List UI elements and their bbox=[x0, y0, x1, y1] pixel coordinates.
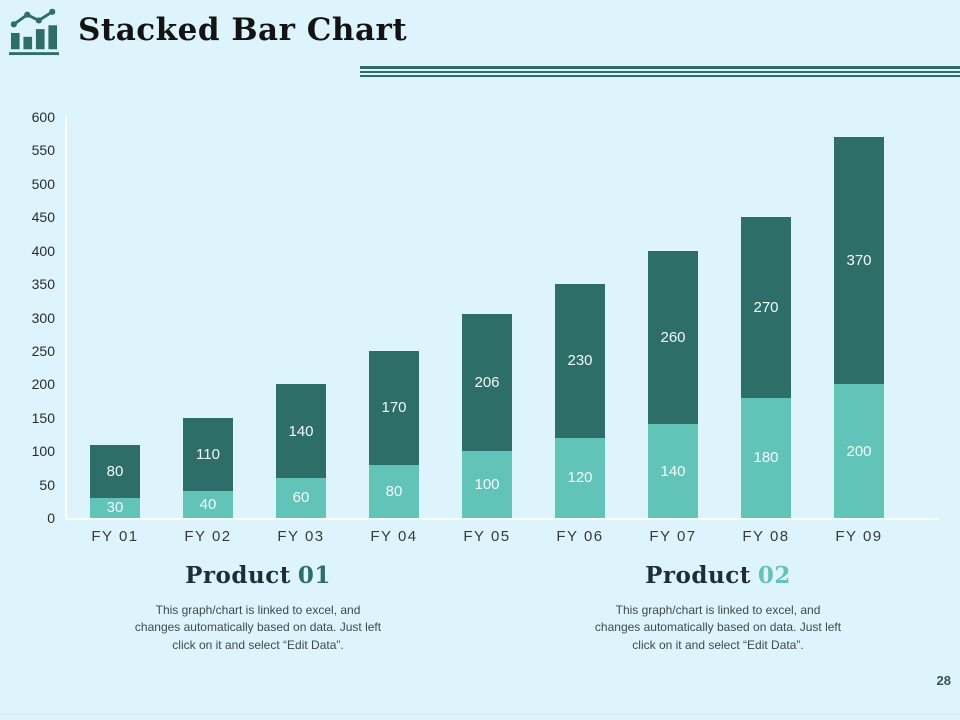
bar-value-label: 140 bbox=[288, 422, 314, 440]
y-axis-tick-label: 450 bbox=[31, 209, 55, 226]
bar-segment-product-01[interactable]: 30 bbox=[90, 497, 140, 518]
bottom-border-line bbox=[0, 713, 960, 715]
y-axis-tick-label: 550 bbox=[31, 142, 55, 159]
bar-value-label: 140 bbox=[660, 462, 686, 480]
product-01-block: Product 01 This graph/chart is linked to … bbox=[93, 562, 423, 654]
bar-segment-product-01[interactable]: 80 bbox=[369, 464, 419, 518]
bar-value-label: 40 bbox=[199, 496, 217, 514]
bar-value-label: 200 bbox=[846, 442, 872, 460]
y-axis-tick-label: 600 bbox=[31, 109, 55, 125]
bar-value-label: 30 bbox=[106, 499, 124, 517]
bar-value-label: 260 bbox=[660, 329, 686, 347]
product-01-title: Product 01 bbox=[93, 562, 423, 589]
bar-segment-product-02[interactable]: 230 bbox=[555, 284, 605, 438]
product-02-block: Product 02 This graph/chart is linked to … bbox=[553, 562, 883, 654]
y-axis-tick-label: 500 bbox=[31, 175, 55, 192]
x-axis-category-label: FY 02 bbox=[184, 528, 232, 545]
y-axis-tick-label: 100 bbox=[31, 443, 55, 460]
bar-value-label: 370 bbox=[846, 252, 872, 270]
product-02-title: Product 02 bbox=[553, 562, 883, 589]
bar-segment-product-01[interactable]: 200 bbox=[834, 384, 884, 518]
bar-value-label: 80 bbox=[106, 462, 124, 480]
bar-value-label: 230 bbox=[567, 352, 593, 370]
x-axis-category-label: FY 05 bbox=[463, 528, 511, 545]
product-01-title-prefix: Product bbox=[185, 562, 291, 589]
bar-segment-product-01[interactable]: 120 bbox=[555, 437, 605, 518]
bar-segment-product-01[interactable]: 180 bbox=[741, 397, 791, 518]
x-axis-category-label: FY 01 bbox=[91, 528, 139, 545]
x-axis-category-label: FY 08 bbox=[742, 528, 790, 545]
bar-segment-product-02[interactable]: 370 bbox=[834, 137, 884, 385]
bar-value-label: 180 bbox=[753, 449, 779, 467]
bar-chart-trend-icon bbox=[9, 8, 59, 56]
y-axis-tick-label: 250 bbox=[31, 342, 55, 359]
y-axis-tick-label: 50 bbox=[39, 476, 55, 493]
x-axis-category-label: FY 07 bbox=[649, 528, 697, 545]
bar-value-label: 170 bbox=[381, 399, 407, 417]
bar-value-label: 270 bbox=[753, 298, 779, 316]
bar-value-label: 110 bbox=[196, 446, 220, 464]
product-02-description: This graph/chart is linked to excel, and… bbox=[594, 603, 842, 652]
x-axis-category-label: FY 03 bbox=[277, 528, 325, 545]
bar-segment-product-02[interactable]: 270 bbox=[741, 217, 791, 398]
x-axis-category-label: FY 09 bbox=[835, 528, 883, 545]
bar-segment-product-02[interactable]: 110 bbox=[183, 417, 233, 492]
bar-value-label: 206 bbox=[474, 373, 500, 391]
y-axis-tick-label: 350 bbox=[31, 276, 55, 293]
y-axis-tick-label: 150 bbox=[31, 409, 55, 426]
product-02-title-number: 02 bbox=[757, 562, 791, 589]
y-axis-tick-label: 300 bbox=[31, 309, 55, 326]
bar-segment-product-01[interactable]: 40 bbox=[183, 491, 233, 518]
y-axis-tick-label: 200 bbox=[31, 376, 55, 393]
product-02-title-prefix: Product bbox=[645, 562, 751, 589]
bar-segment-product-01[interactable]: 140 bbox=[648, 424, 698, 518]
bar-segment-product-02[interactable]: 140 bbox=[276, 384, 326, 478]
bar-value-label: 60 bbox=[292, 489, 310, 507]
bar-segment-product-01[interactable]: 100 bbox=[462, 451, 512, 518]
page-title: Stacked Bar Chart bbox=[78, 12, 408, 48]
bar-segment-product-02[interactable]: 260 bbox=[648, 250, 698, 425]
x-axis-category-label: FY 04 bbox=[370, 528, 418, 545]
bar-value-label: 80 bbox=[385, 482, 403, 500]
y-axis-tick-label: 400 bbox=[31, 242, 55, 259]
stacked-bar-chart[interactable]: 0 50 100 150 200 250 300 350 400 450 500 550 600 30 80… bbox=[32, 110, 939, 545]
product-01-title-number: 01 bbox=[297, 562, 331, 589]
bar-segment-product-02[interactable]: 80 bbox=[90, 444, 140, 498]
x-axis-category-label: FY 06 bbox=[556, 528, 604, 545]
y-axis-tick-label: 0 bbox=[47, 510, 55, 526]
title-divider-lines bbox=[360, 66, 960, 77]
bar-value-label: 120 bbox=[567, 469, 593, 487]
product-01-description: This graph/chart is linked to excel, and… bbox=[134, 603, 382, 652]
bar-segment-product-01[interactable]: 60 bbox=[276, 477, 326, 518]
bar-segment-product-02[interactable]: 206 bbox=[462, 313, 512, 452]
page-number: 28 bbox=[936, 673, 951, 688]
bar-segment-product-02[interactable]: 170 bbox=[369, 350, 419, 465]
bar-value-label: 100 bbox=[474, 476, 500, 494]
